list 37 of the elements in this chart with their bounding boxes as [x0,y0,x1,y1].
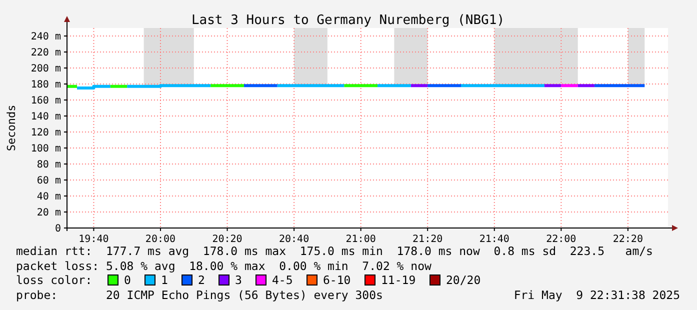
y-axis-title: Seconds [5,104,18,152]
y-tick-label: 240 m [30,32,61,42]
y-tick-label: 40 m [36,192,61,202]
y-tick-label: 220 m [30,48,61,58]
x-tick-label: 21:20 [412,234,443,245]
y-tick-label: 140 m [30,112,61,122]
y-tick-label: 100 m [30,144,61,154]
x-tick-label: 22:20 [612,234,643,245]
y-tick-label: 0 [54,224,61,234]
y-tick-label: 20 m [36,208,61,218]
legend-label: 3 [235,273,242,287]
legend-label: 1 [161,273,168,287]
y-tick-label: 60 m [36,176,61,186]
x-tick-label: 22:00 [546,234,576,245]
legend-label: 6-10 [323,273,351,287]
x-tick-label: 20:00 [145,234,176,245]
x-tick-label: 20:40 [278,234,310,245]
text: probe: 20 ICMP Echo Pings (56 Bytes) every 300s [16,288,383,302]
x-tick-label: 19:40 [78,234,109,245]
text: median rtt: 177.7 ms avg 178.0 ms max 175.0 ms min 178.0 ms now 0.8 ms sd 223.5 am/s [16,244,653,258]
legend-label: 2 [198,273,205,287]
y-tick-label: 160 m [30,96,61,106]
y-tick-label: 120 m [30,128,61,138]
legend-title: loss color: [16,273,92,287]
x-tick-label: 21:00 [346,234,376,245]
x-tick-label: 20:20 [212,234,242,245]
y-tick-label: 180 m [30,80,61,90]
y-tick-label: 200 m [30,64,61,74]
legend-label: 20/20 [446,273,481,287]
text: Fri May 9 22:31:38 2025 [514,288,680,302]
text: packet loss: 5.08 % avg 18.00 % max 0.00 % min 7.02 % now [16,259,432,273]
legend-label: 0 [124,273,131,287]
legend-label: 11-19 [381,273,416,287]
legend-label: 4-5 [272,273,293,287]
chart-title: Last 3 Hours to Germany Nuremberg (NBG1) [191,13,505,28]
x-tick-label: 21:40 [479,234,510,245]
y-tick-label: 80 m [36,160,61,170]
